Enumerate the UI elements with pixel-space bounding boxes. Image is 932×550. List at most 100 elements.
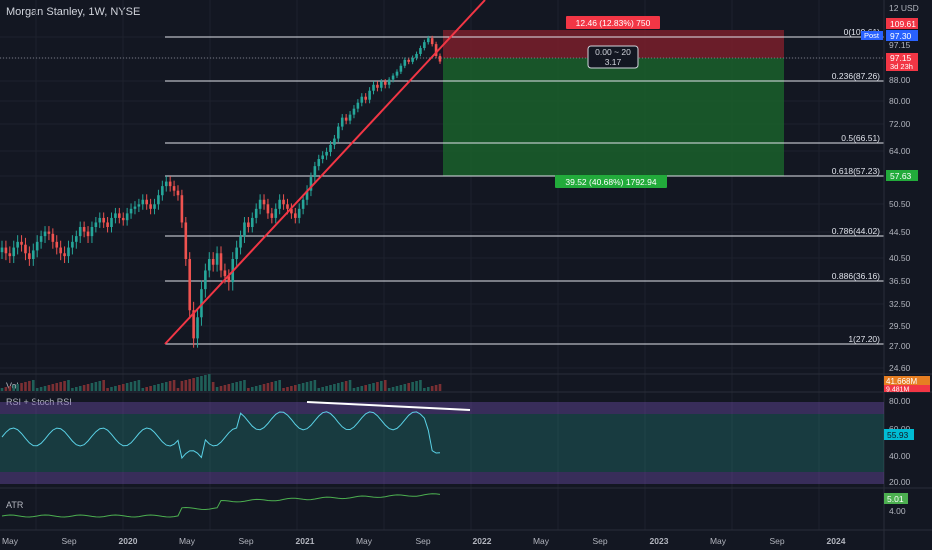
- candle-body: [262, 199, 266, 205]
- candle-body: [372, 84, 375, 91]
- candle-body: [137, 204, 141, 207]
- volume-bar: [86, 384, 90, 391]
- candle-body: [133, 206, 137, 209]
- candle-body: [376, 84, 379, 88]
- volume-bar: [207, 374, 211, 391]
- fib-level-label: 0.618(57.23): [832, 166, 880, 176]
- candle-body: [200, 289, 203, 318]
- fib-level-label: 0.786(44.02): [832, 226, 880, 236]
- volume-bar: [364, 385, 367, 391]
- atr-line: [1, 493, 441, 518]
- volume-bar: [164, 382, 168, 391]
- volume-bar: [35, 388, 39, 391]
- candle-body: [51, 233, 55, 242]
- candle-body: [141, 199, 145, 205]
- volume-bar: [161, 383, 164, 391]
- candle-body: [168, 181, 172, 187]
- candle-body: [423, 42, 426, 49]
- volume-badge: [884, 376, 930, 385]
- volume-bar: [321, 387, 324, 391]
- candle-body: [31, 250, 35, 260]
- price-tick: 88.00: [889, 75, 911, 85]
- volume-bar: [294, 385, 297, 391]
- candle-body: [90, 227, 94, 237]
- rsi-divergence-line[interactable]: [306, 401, 471, 411]
- volume-bar: [391, 387, 395, 391]
- price-axis[interactable]: 12 USD 97.15 88.00 80.00 72.00 64.00 50.50 44.5…: [889, 3, 919, 373]
- candle-body: [0, 247, 4, 253]
- candle-body: [313, 166, 317, 178]
- candle-body: [157, 195, 160, 205]
- candle-body: [176, 190, 180, 196]
- volume-bar: [16, 384, 19, 391]
- candle-body: [35, 241, 39, 251]
- candle-body: [8, 253, 12, 257]
- volume-bar: [180, 381, 184, 391]
- volume-bar: [47, 385, 51, 391]
- volume-bar: [399, 385, 403, 391]
- volume-bar: [94, 382, 98, 391]
- time-tick: May: [710, 536, 727, 546]
- volume-bar: [372, 383, 375, 391]
- candle-body: [415, 53, 418, 58]
- volume-bar: [102, 380, 105, 391]
- candle-body: [12, 247, 16, 257]
- candle-body: [188, 259, 192, 311]
- candle-body: [125, 213, 129, 221]
- last-price-label: 97.15: [890, 53, 912, 63]
- volume-bar: [423, 388, 426, 391]
- center-top-label: 0.00 ~ 20: [595, 47, 631, 57]
- volume-bar: [141, 388, 145, 391]
- candle-body: [333, 138, 336, 145]
- risk-label: 12.46 (12.83%) 750: [576, 18, 651, 28]
- volume-bar: [380, 381, 383, 391]
- time-axis[interactable]: May Sep 2020 May Sep 2021 May Sep 2022 May Sep 2023…: [2, 536, 846, 546]
- time-tick: May: [356, 536, 373, 546]
- volume-bar: [215, 387, 219, 391]
- volume-bar: [118, 385, 121, 391]
- rsi-tick: 40.00: [889, 451, 911, 461]
- volume-bar: [43, 386, 47, 391]
- volume-bar: [110, 387, 113, 391]
- atr-value: 5.01: [887, 494, 904, 504]
- candle-body: [207, 259, 211, 271]
- volume-bar: [204, 375, 207, 391]
- countdown-label: 3d 23h: [890, 62, 913, 71]
- volume-bar: [184, 380, 188, 391]
- fibonacci-retracement[interactable]: 0(109.61)0.236(87.26)0.5(66.51)0.618(57.…: [165, 27, 884, 345]
- volume-bar: [227, 384, 231, 391]
- chart-title: Morgan Stanley, 1W, NYSE: [6, 6, 141, 18]
- volume-bar: [82, 385, 86, 391]
- candle-body: [290, 208, 293, 214]
- volume-bar: [90, 383, 94, 391]
- atr-tick: 4.00: [889, 506, 906, 516]
- volume-bar: [153, 385, 156, 391]
- volume-bar: [317, 388, 321, 391]
- volume-bar: [434, 385, 438, 391]
- volume-bar: [356, 387, 360, 391]
- reward-zone[interactable]: [443, 58, 784, 176]
- candle-body: [71, 241, 74, 248]
- volume-bar: [59, 382, 62, 391]
- candle-body: [278, 199, 281, 209]
- volume-bar: [290, 386, 293, 391]
- volume-bar: [407, 383, 411, 391]
- time-tick: Sep: [592, 536, 607, 546]
- volume-bar: [200, 376, 203, 391]
- candle-body: [110, 217, 113, 228]
- price-tick: 29.50: [889, 321, 911, 331]
- candle-body: [337, 126, 340, 139]
- trend-line[interactable]: [164, 0, 486, 345]
- price-tick: 64.00: [889, 146, 911, 156]
- candle-body: [407, 59, 411, 62]
- candle-body: [352, 108, 356, 115]
- candle-body: [399, 65, 403, 72]
- candle-body: [411, 57, 414, 62]
- volume-bar: [235, 382, 238, 391]
- candle-body: [94, 222, 98, 228]
- volume-bar: [192, 378, 195, 391]
- rsi-band: [0, 414, 884, 472]
- candle-body: [317, 159, 321, 167]
- volume-bar: [243, 380, 246, 391]
